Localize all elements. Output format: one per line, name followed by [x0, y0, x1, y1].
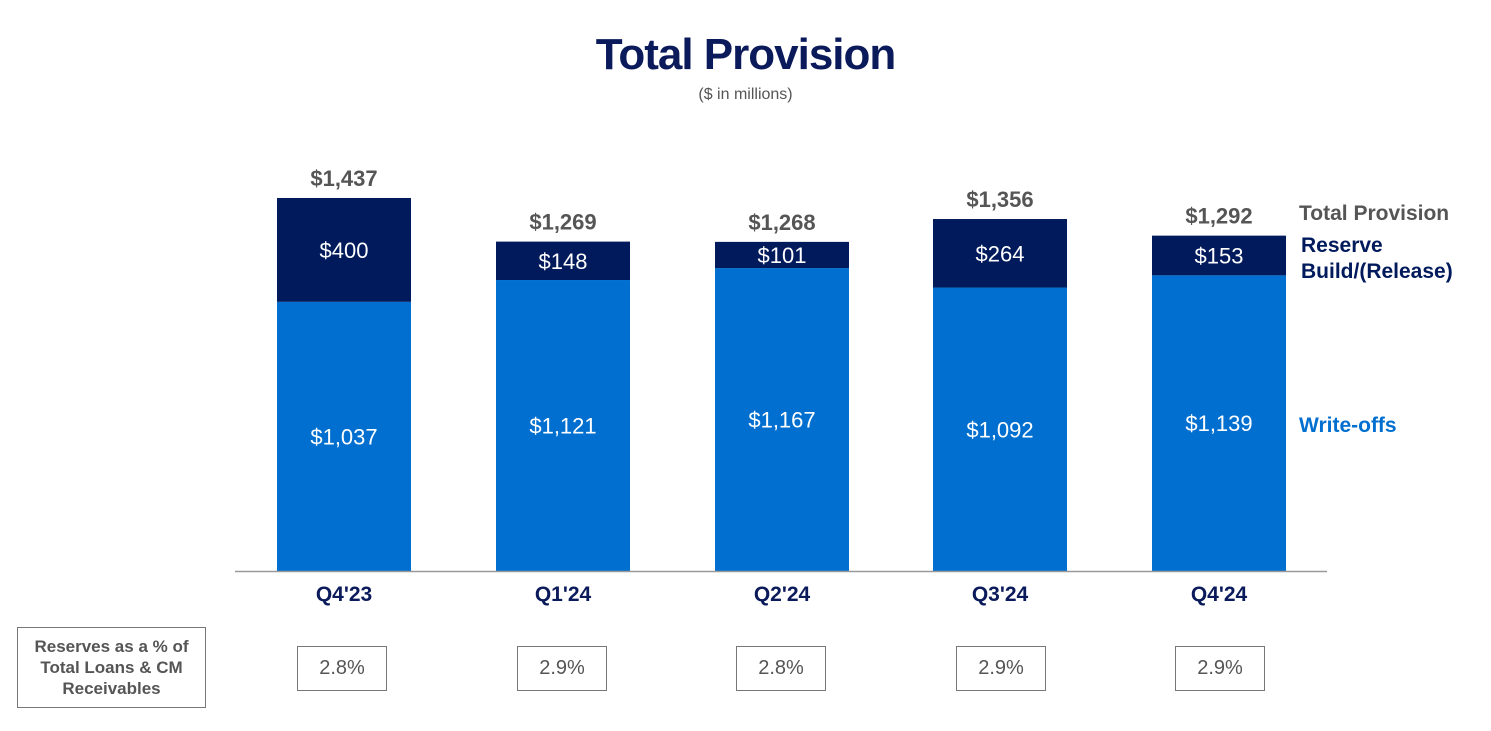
- reserve-pct-box: 2.8%: [297, 646, 387, 691]
- reserve-bar: [1152, 235, 1286, 276]
- reserves-label-box: Reserves as a % of Total Loans & CM Rece…: [17, 627, 206, 708]
- reserve-pct-box: 2.8%: [736, 646, 826, 691]
- x-tick-label: Q3'24: [972, 583, 1029, 606]
- reserve-bar: [277, 198, 411, 302]
- reserves-label: Reserves as a % of Total Loans & CM Rece…: [34, 637, 189, 698]
- chart-title: Total Provision: [595, 30, 897, 79]
- chart-subtitle: ($ in millions): [698, 86, 793, 103]
- reserve-pct-value: 2.9%: [539, 657, 585, 679]
- x-tick-label: Q4'24: [1191, 583, 1248, 606]
- writeoffs-bar: [715, 268, 849, 571]
- writeoffs-bar: [277, 301, 411, 571]
- reserve-pct-value: 2.8%: [758, 657, 804, 679]
- reserve-data-label: $400: [320, 238, 369, 263]
- legend-write-offs: Write-offs: [1299, 414, 1397, 437]
- writeoffs-data-label: $1,139: [1185, 411, 1252, 436]
- reserve-pct-value: 2.8%: [319, 657, 365, 679]
- reserve-pct-box: 2.9%: [517, 646, 607, 691]
- legend-reserve-line-2: Build/(Release): [1301, 260, 1453, 283]
- reserve-data-label: $153: [1195, 243, 1244, 268]
- reserve-bar: [933, 219, 1067, 288]
- x-tick-label: Q1'24: [535, 583, 592, 606]
- reserve-data-label: $101: [758, 243, 807, 268]
- legend-reserve-line-1: Reserve: [1301, 234, 1383, 257]
- writeoffs-data-label: $1,167: [748, 408, 815, 433]
- reserve-data-label: $264: [976, 241, 1025, 266]
- reserve-bar: [715, 241, 849, 269]
- legend-total-provision: Total Provision: [1299, 202, 1449, 225]
- reserve-data-label: $148: [539, 249, 588, 274]
- writeoffs-data-label: $1,121: [529, 414, 596, 439]
- x-tick-label: Q2'24: [754, 583, 811, 606]
- writeoffs-bar: [933, 287, 1067, 571]
- reserve-pct-value: 2.9%: [1197, 657, 1243, 679]
- reserve-bar: [496, 241, 630, 281]
- total-data-label: $1,356: [966, 187, 1033, 212]
- total-data-label: $1,292: [1185, 204, 1252, 229]
- reserve-pct-box: 2.9%: [956, 646, 1046, 691]
- total-data-label: $1,437: [310, 166, 377, 191]
- reserve-pct-value: 2.9%: [978, 657, 1024, 679]
- writeoffs-bar: [496, 280, 630, 571]
- writeoffs-bar: [1152, 275, 1286, 571]
- legend-reserve-build-release: Reserve Build/(Release): [1301, 234, 1453, 283]
- total-data-label: $1,268: [748, 210, 815, 235]
- x-tick-label: Q4'23: [316, 583, 372, 606]
- reserve-pct-box: 2.9%: [1175, 646, 1265, 691]
- total-data-label: $1,269: [529, 210, 596, 235]
- writeoffs-data-label: $1,092: [966, 417, 1033, 442]
- writeoffs-data-label: $1,037: [310, 424, 377, 449]
